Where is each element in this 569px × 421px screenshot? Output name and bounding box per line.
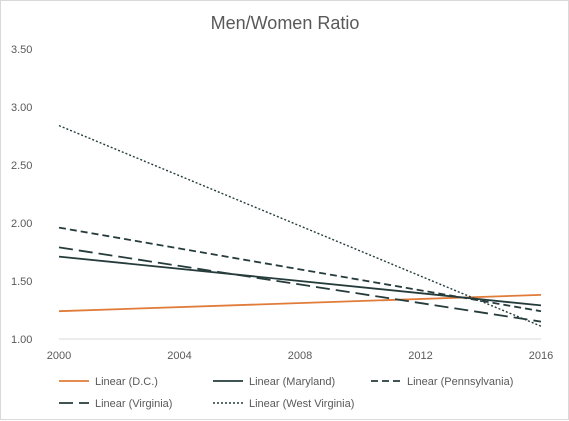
y-tick-label: 2.50 — [11, 160, 32, 172]
y-tick-label: 1.00 — [11, 334, 32, 346]
legend-label: Linear (D.C.) — [95, 376, 158, 388]
axes: 1.00 1.50 2.00 2.50 3.00 3.50 2000 2004 2008 2012… — [11, 44, 553, 362]
series-layer — [58, 124, 542, 327]
legend-label: Linear (Maryland) — [249, 376, 335, 388]
legend-item: Linear (Virginia) — [59, 398, 172, 410]
legend-label: Linear (Pennsylvania) — [407, 376, 513, 388]
x-tick-label: 2004 — [167, 350, 191, 362]
y-tick-label: 2.00 — [11, 218, 32, 230]
y-tick-label: 1.50 — [11, 276, 32, 288]
legend-label: Linear (West Virginia) — [249, 398, 354, 410]
x-tick-label: 2008 — [288, 350, 312, 362]
x-tick-label: 2016 — [529, 350, 553, 362]
chart-title: Men/Women Ratio — [211, 13, 360, 33]
legend: Linear (D.C.) Linear (Maryland) Linear (Pe… — [59, 376, 513, 410]
series-line — [58, 124, 542, 327]
series-line — [58, 255, 542, 307]
series-line — [58, 246, 542, 323]
legend-item: Linear (West Virginia) — [213, 398, 354, 410]
legend-item: Linear (Maryland) — [213, 376, 335, 388]
y-tick-label: 3.50 — [11, 44, 32, 56]
series-line — [58, 226, 542, 313]
legend-label: Linear (Virginia) — [95, 398, 172, 410]
x-tick-label: 2000 — [47, 350, 71, 362]
y-tick-label: 3.00 — [11, 102, 32, 114]
legend-item: Linear (Pennsylvania) — [371, 376, 513, 388]
legend-item: Linear (D.C.) — [59, 376, 158, 388]
x-tick-label: 2012 — [408, 350, 432, 362]
